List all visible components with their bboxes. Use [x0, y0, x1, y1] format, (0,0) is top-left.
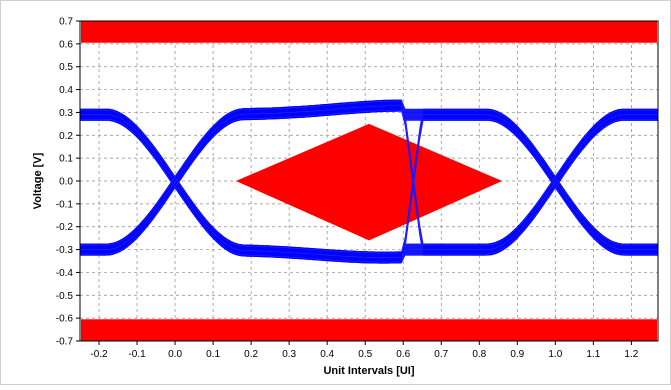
- x-tick-label: 1.2: [624, 349, 638, 360]
- eye-trace-line: [80, 119, 658, 263]
- eye-trace-line: [80, 109, 658, 254]
- x-tick-label: 0.7: [434, 349, 448, 360]
- y-tick-label: 0.0: [59, 177, 73, 188]
- mask-bottom-bar: [81, 319, 657, 341]
- y-tick-label: -0.1: [56, 199, 74, 210]
- x-tick-label: 0.2: [244, 349, 258, 360]
- x-tick-label: -0.1: [128, 349, 146, 360]
- y-tick-label: -0.4: [56, 268, 74, 279]
- y-tick-label: -0.6: [56, 314, 74, 325]
- x-tick-label: -0.2: [90, 349, 108, 360]
- y-tick-label: 0.2: [59, 131, 73, 142]
- x-tick-label: 0.8: [472, 349, 486, 360]
- y-tick-label: 0.7: [59, 17, 73, 28]
- eye-trace-line: [80, 100, 658, 246]
- y-tick-label: -0.3: [56, 245, 74, 256]
- x-tick-label: 1.0: [548, 349, 562, 360]
- x-tick-label: 0.4: [320, 349, 334, 360]
- x-axis-label: Unit Intervals [UI]: [323, 365, 414, 377]
- x-tick-label: 0.0: [168, 349, 182, 360]
- y-tick-label: 0.3: [59, 108, 73, 119]
- x-tick-label: 1.1: [586, 349, 600, 360]
- eye-traces: [79, 99, 659, 264]
- y-tick-label: -0.7: [56, 337, 74, 348]
- y-tick-label: 0.5: [59, 62, 73, 73]
- y-tick-label: 0.4: [59, 85, 73, 96]
- x-tick-label: 0.3: [282, 349, 296, 360]
- y-axis-label: Voltage [V]: [32, 152, 44, 209]
- eye-trace-line: [80, 105, 658, 250]
- x-tick-label: 0.5: [358, 349, 372, 360]
- y-tick-label: 0.1: [59, 154, 73, 165]
- x-axis-ticks: -0.2 -0.1 0.0 0.1 0.2 0.3 0.4 0.5 0.6 0.7 0.8 0.9 1.…: [90, 341, 639, 360]
- y-tick-label: 0.6: [59, 39, 73, 50]
- x-tick-label: 0.6: [396, 349, 410, 360]
- mask-top-bar: [81, 21, 657, 43]
- x-tick-label: 0.9: [510, 349, 524, 360]
- eye-trace-line: [80, 114, 658, 258]
- y-tick-label: -0.5: [56, 291, 74, 302]
- y-axis-ticks: 0.7 0.6 0.5 0.4 0.3 0.2 0.1 0.0 -0.1 -0.2 -0.3 -0.4…: [56, 17, 80, 348]
- mask-layer: [81, 21, 657, 341]
- mask-center-diamond: [235, 123, 503, 241]
- y-tick-label: -0.2: [56, 222, 74, 233]
- x-tick-label: 0.1: [206, 349, 220, 360]
- eye-trace-line: [80, 109, 658, 255]
